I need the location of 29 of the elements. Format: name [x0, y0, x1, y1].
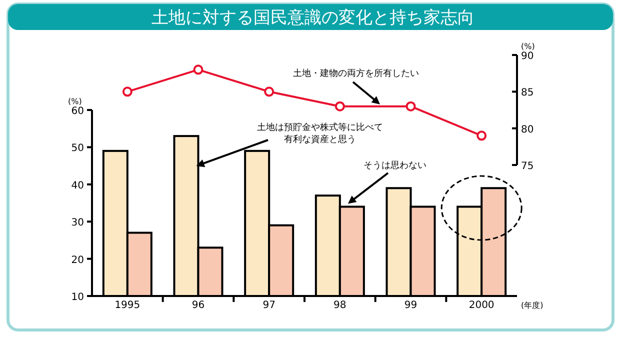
- y-tick-label: 75: [521, 161, 534, 172]
- point: [122, 86, 132, 97]
- x-tick-label: 98: [334, 300, 346, 311]
- y-tick-label: 10: [71, 292, 84, 303]
- y-tick-label: 60: [71, 106, 84, 117]
- y-tick-label: 50: [71, 143, 84, 154]
- point: [264, 86, 274, 97]
- y-tick-label: 40: [71, 180, 84, 192]
- x-axis-title: (年度): [521, 301, 544, 310]
- y-tick-label: 90: [521, 51, 534, 62]
- y-tick-label: 30: [71, 218, 84, 229]
- chart-title: 土地に対する国民意識の変化と持ち家志向: [152, 8, 474, 28]
- point: [406, 101, 416, 112]
- y-tick-label: 85: [521, 88, 534, 99]
- series-label: 土地は預貯金や株式等に比べて有利な資産と思う: [257, 122, 383, 145]
- text: そうは思わない: [364, 160, 426, 171]
- x-tick-label: 1995: [114, 300, 140, 311]
- point: [476, 130, 487, 141]
- series-label: 土地・建物の両方を所有したい: [293, 68, 419, 79]
- x-tick-label: 99: [404, 300, 418, 311]
- point: [334, 101, 345, 112]
- x-tick-label: 2000: [468, 300, 494, 311]
- point: [193, 64, 204, 75]
- y-tick-label: 80: [521, 124, 534, 136]
- x-tick-label: 97: [262, 300, 276, 311]
- y-axis-title: (%): [68, 97, 82, 106]
- y-axis-title: (%): [521, 42, 535, 51]
- x-tick-label: 96: [192, 300, 205, 311]
- y-tick-label: 20: [71, 254, 84, 266]
